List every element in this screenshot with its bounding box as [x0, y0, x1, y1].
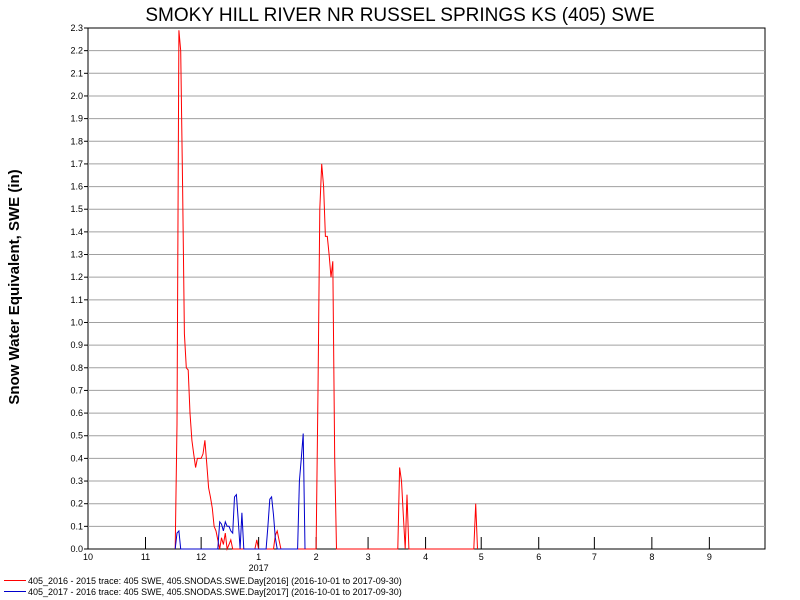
series-line-1	[174, 433, 306, 550]
x-tick-label: 10	[83, 552, 93, 562]
y-axis-label: Snow Water Equivalent, SWE (in)	[6, 169, 23, 404]
series-group	[174, 30, 478, 551]
x-tick-label: 2	[314, 552, 319, 562]
gridlines	[88, 50, 765, 527]
y-tick-label: 1.2	[70, 272, 83, 282]
x-year-label: 2017	[249, 563, 269, 573]
y-tick-label: 0.8	[70, 363, 83, 373]
x-tick-label: 12	[196, 552, 206, 562]
legend-label-2017: 405_2017 - 2016 trace: 405 SWE, 405.SNOD…	[28, 586, 402, 597]
y-tick-label: 2.2	[70, 46, 83, 56]
x-tick-label: 7	[592, 552, 597, 562]
legend-entry-2016: 405_2016 - 2015 trace: 405 SWE, 405.SNOD…	[4, 575, 402, 586]
x-tick-label: 9	[707, 552, 712, 562]
y-tick-label: 1.8	[70, 136, 83, 146]
y-tick-label: 1.5	[70, 204, 83, 214]
y-tick-label: 0.5	[70, 431, 83, 441]
y-tick-label: 2.3	[70, 23, 83, 33]
legend-swatch-2016	[4, 580, 26, 581]
legend-entry-2017: 405_2017 - 2016 trace: 405 SWE, 405.SNOD…	[4, 586, 402, 597]
y-tick-label: 0.9	[70, 340, 83, 350]
series-line-0	[174, 30, 478, 551]
y-tick-label: 0.7	[70, 385, 83, 395]
legend: 405_2016 - 2015 trace: 405 SWE, 405.SNOD…	[4, 575, 402, 597]
y-tick-label: 0.6	[70, 408, 83, 418]
x-tick-label: 6	[536, 552, 541, 562]
y-tick-label: 1.7	[70, 159, 83, 169]
y-tick-label: 0.0	[70, 544, 83, 554]
y-tick-label: 1.9	[70, 114, 83, 124]
x-tick-label: 8	[649, 552, 654, 562]
y-axis: 0.0 0.1 0.2 0.3 0.4 0.5 0.6 0.7 0.8 0.9 1.0 1.1 1.2 1…	[70, 23, 88, 554]
y-tick-label: 1.4	[70, 227, 83, 237]
y-tick-label: 1.1	[70, 295, 83, 305]
x-tick-label: 11	[141, 552, 150, 562]
y-tick-label: 2.0	[70, 91, 83, 101]
plot-area	[87, 27, 766, 550]
y-tick-label: 0.4	[70, 453, 83, 463]
y-tick-label: 1.0	[70, 317, 83, 327]
legend-label-2016: 405_2016 - 2015 trace: 405 SWE, 405.SNOD…	[28, 575, 402, 586]
y-tick-label: 1.6	[70, 182, 83, 192]
y-tick-label: 2.1	[70, 68, 83, 78]
x-tick-label: 1	[256, 552, 261, 562]
x-tick-label: 3	[366, 552, 371, 562]
x-tick-label: 4	[423, 552, 428, 562]
y-tick-label: 0.1	[70, 521, 83, 531]
x-tick-label: 5	[479, 552, 484, 562]
y-tick-label: 0.3	[70, 476, 83, 486]
y-tick-label: 1.3	[70, 250, 83, 260]
y-tick-label: 0.2	[70, 499, 83, 509]
chart-title: SMOKY HILL RIVER NR RUSSEL SPRINGS KS (4…	[145, 5, 654, 26]
legend-swatch-2017	[4, 591, 26, 592]
